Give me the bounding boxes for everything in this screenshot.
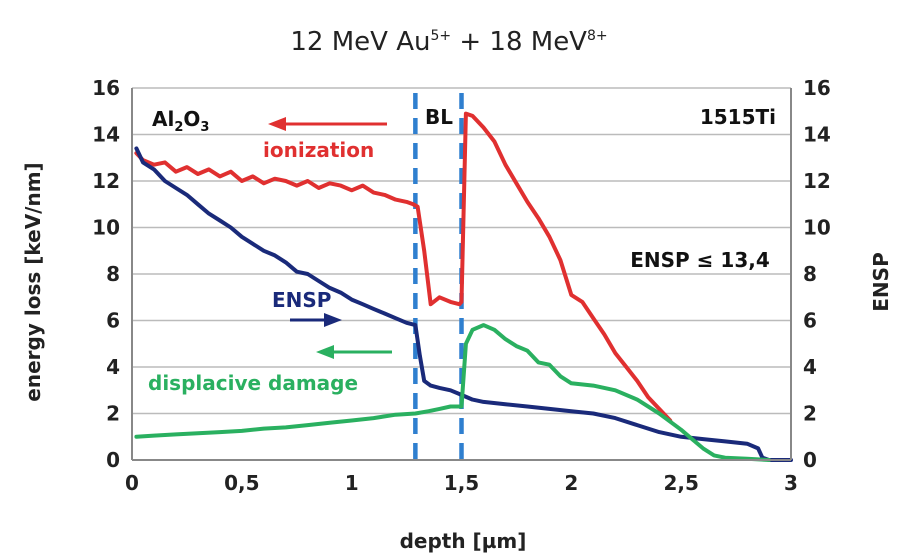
region-al-sub: 2 [174,120,183,135]
y-axis-left-title: energy loss [keV/nm] [21,162,45,401]
y-left-tick-label-2: 4 [106,355,120,379]
y-right-tick-label-1: 2 [803,402,817,426]
region-label-1515ti: 1515Ti [700,105,776,129]
ensp-annotation: ENSP ≤ 13,4 [630,248,770,272]
x-tick-label-5: 2,5 [663,471,698,495]
region-label-bl: BL [425,105,453,129]
series-line-ensp [134,146,793,462]
x-tick-label-4: 2 [564,471,578,495]
x-axis-title: depth [µm] [400,529,527,553]
y-left-tick-label-3: 6 [106,309,120,333]
region-al: Al [152,107,174,131]
y-right-tick-label-8: 16 [803,76,831,100]
x-tick-label-1: 0,5 [224,471,259,495]
y-right-tick-label-4: 8 [803,262,817,286]
y-left-tick-label-5: 10 [92,216,120,240]
x-tick-label-6: 3 [784,471,798,495]
title-part1: 12 MeV Au [290,27,430,57]
series-lines [134,111,793,462]
ensp-label: ENSP [272,288,331,312]
region-o: O [183,107,200,131]
y-left-tick-label-6: 12 [92,169,120,193]
y-right-tick-label-3: 6 [803,309,817,333]
x-tick-label-0: 0 [125,471,139,495]
y-right-tick-label-2: 4 [803,355,817,379]
y-left-tick-label-8: 16 [92,76,120,100]
ensp-arrow [290,313,342,327]
chart-title: 12 MeV Au5+ + 18 MeV8+ [290,27,607,57]
ionization-label: ionization [263,138,374,162]
axes [131,88,792,461]
y-left-tick-label-1: 2 [106,402,120,426]
y-left-tick-label-4: 8 [106,262,120,286]
region-label-al2o3: Al2O3 [152,107,209,135]
displacive-damage-label: displacive damage [148,371,358,395]
y-right-tick-label-6: 12 [803,169,831,193]
x-tick-label-2: 1 [345,471,359,495]
y-right-tick-label-0: 0 [803,448,817,472]
y-right-tick-label-7: 14 [803,123,831,147]
y-axis-right-title: ENSP [869,252,893,311]
title-part2-sup: 8+ [587,28,608,44]
displacive-damage-arrow [316,345,392,359]
title-part2: + 18 MeV [451,27,587,57]
region-o-sub: 3 [200,120,209,135]
y-left-tick-label-0: 0 [106,448,120,472]
ionization-arrow [268,117,387,131]
title-part1-sup: 5+ [430,28,451,44]
y-left-tick-label-7: 14 [92,123,120,147]
series-line-ionization [134,111,673,423]
series-line-displacive-damage [134,323,771,462]
x-tick-label-3: 1,5 [444,471,479,495]
y-right-tick-label-5: 10 [803,216,831,240]
